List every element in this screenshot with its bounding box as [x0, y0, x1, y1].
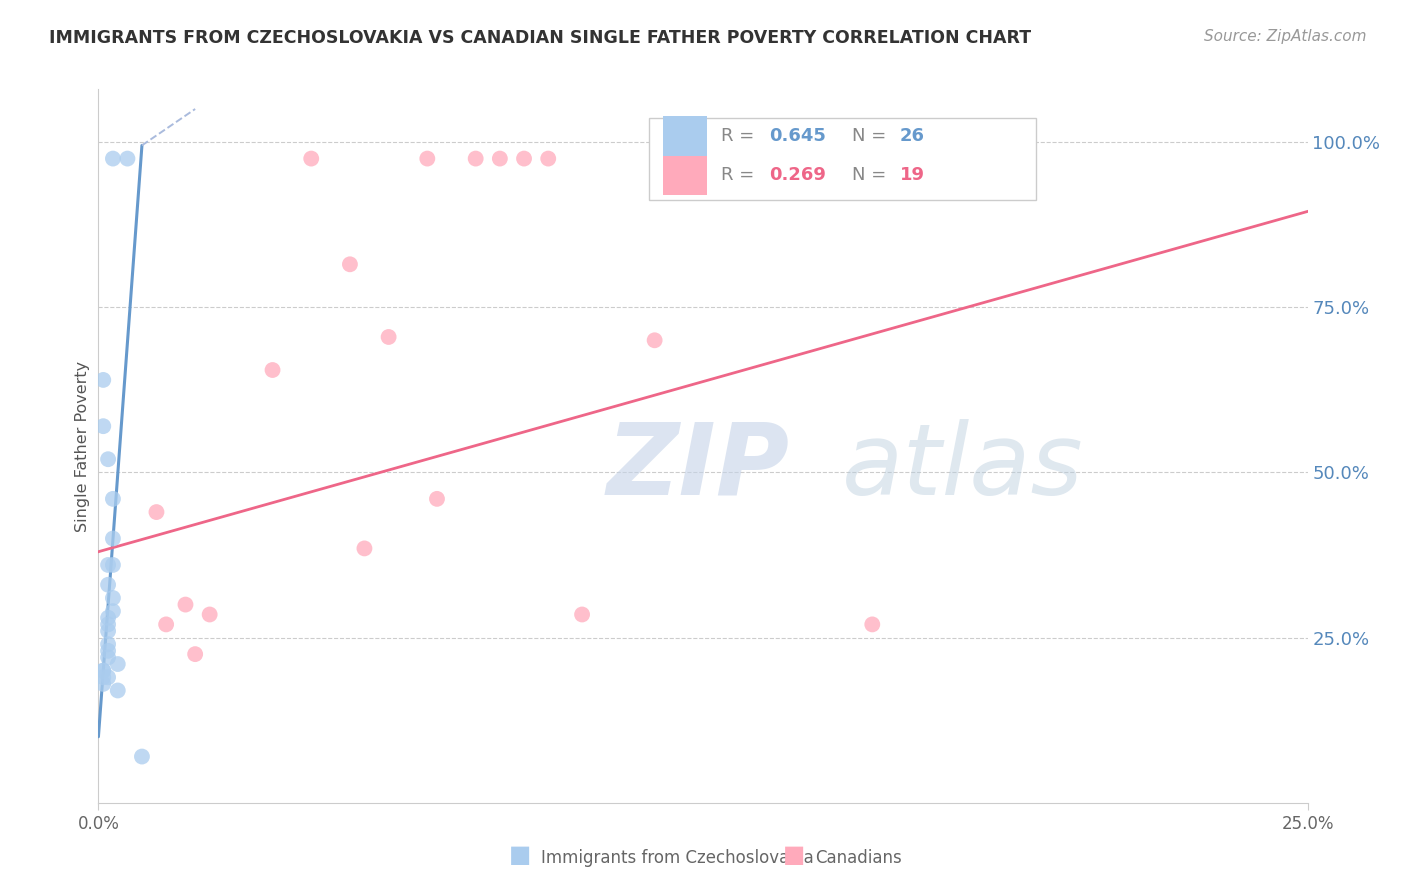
Point — [426, 491, 449, 506]
Point — [174, 598, 197, 612]
Text: R =: R = — [721, 166, 761, 184]
FancyBboxPatch shape — [648, 118, 1035, 200]
Point — [198, 607, 221, 622]
Point — [97, 644, 120, 658]
Point — [97, 670, 120, 684]
Point — [91, 677, 114, 691]
Text: 0.645: 0.645 — [769, 127, 827, 145]
Text: N =: N = — [852, 166, 891, 184]
Point — [107, 657, 129, 671]
Point — [101, 532, 124, 546]
Point — [97, 637, 120, 651]
Text: 19: 19 — [900, 166, 925, 184]
Text: ■: ■ — [509, 843, 531, 867]
Text: N =: N = — [852, 127, 891, 145]
Point — [97, 624, 120, 638]
FancyBboxPatch shape — [664, 156, 707, 195]
Point — [339, 257, 361, 271]
Point — [91, 664, 114, 678]
Point — [101, 558, 124, 572]
Point — [644, 333, 666, 347]
Y-axis label: Single Father Poverty: Single Father Poverty — [75, 360, 90, 532]
Text: ZIP: ZIP — [606, 419, 789, 516]
Point — [145, 505, 167, 519]
Point — [91, 373, 114, 387]
Point — [91, 670, 114, 684]
Point — [91, 419, 114, 434]
Point — [860, 617, 883, 632]
Point — [101, 604, 124, 618]
Text: Source: ZipAtlas.com: Source: ZipAtlas.com — [1204, 29, 1367, 44]
Point — [97, 611, 120, 625]
Text: R =: R = — [721, 127, 761, 145]
Text: 0.269: 0.269 — [769, 166, 827, 184]
Point — [131, 749, 153, 764]
Text: Immigrants from Czechoslovakia: Immigrants from Czechoslovakia — [541, 849, 814, 867]
Text: ■: ■ — [783, 843, 806, 867]
Point — [464, 152, 486, 166]
Text: 26: 26 — [900, 127, 925, 145]
Point — [97, 558, 120, 572]
Text: Canadians: Canadians — [815, 849, 903, 867]
FancyBboxPatch shape — [664, 116, 707, 155]
Point — [97, 617, 120, 632]
Text: IMMIGRANTS FROM CZECHOSLOVAKIA VS CANADIAN SINGLE FATHER POVERTY CORRELATION CHA: IMMIGRANTS FROM CZECHOSLOVAKIA VS CANADI… — [49, 29, 1032, 46]
Point — [513, 152, 536, 166]
Point — [91, 664, 114, 678]
Point — [97, 452, 120, 467]
Point — [97, 578, 120, 592]
Point — [537, 152, 560, 166]
Point — [117, 152, 139, 166]
Point — [184, 647, 207, 661]
Point — [101, 152, 124, 166]
Text: atlas: atlas — [842, 419, 1084, 516]
Point — [299, 152, 322, 166]
Point — [107, 683, 129, 698]
Point — [571, 607, 593, 622]
Point — [416, 152, 439, 166]
Point — [489, 152, 512, 166]
Point — [262, 363, 284, 377]
Point — [155, 617, 177, 632]
Point — [101, 591, 124, 605]
Point — [101, 491, 124, 506]
Point — [377, 330, 399, 344]
Point — [97, 650, 120, 665]
Point — [353, 541, 375, 556]
